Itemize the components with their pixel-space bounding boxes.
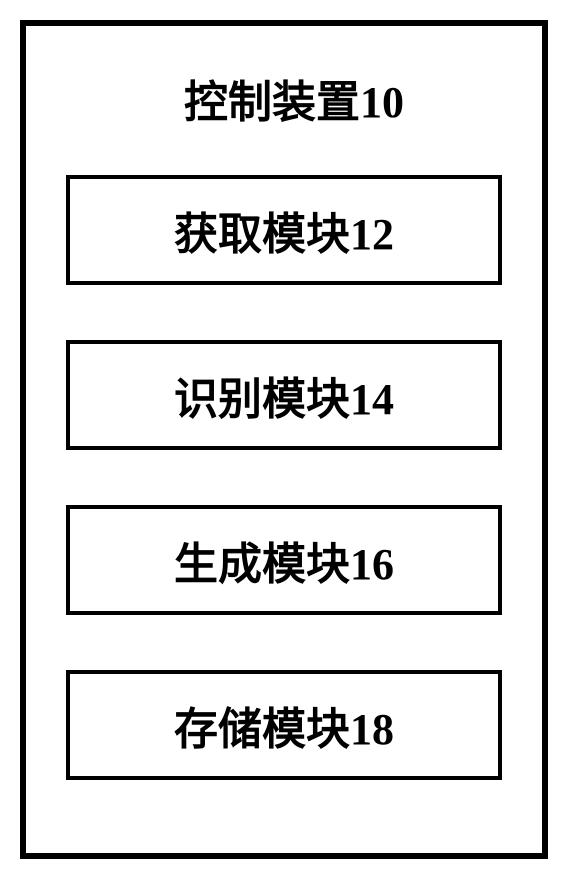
modules-list: 获取模块12 识别模块14 生成模块16 存储模块18 bbox=[66, 175, 502, 803]
module-block: 识别模块14 bbox=[66, 340, 502, 450]
module-block: 生成模块16 bbox=[66, 505, 502, 615]
module-block: 获取模块12 bbox=[66, 175, 502, 285]
module-block: 存储模块18 bbox=[66, 670, 502, 780]
module-label: 识别模块14 bbox=[174, 363, 394, 427]
diagram-title: 控制装置10 bbox=[66, 66, 502, 130]
module-label: 生成模块16 bbox=[174, 528, 394, 592]
module-label: 获取模块12 bbox=[174, 198, 394, 262]
control-device-container: 控制装置10 获取模块12 识别模块14 生成模块16 存储模块18 bbox=[20, 20, 548, 859]
module-label: 存储模块18 bbox=[174, 693, 394, 757]
